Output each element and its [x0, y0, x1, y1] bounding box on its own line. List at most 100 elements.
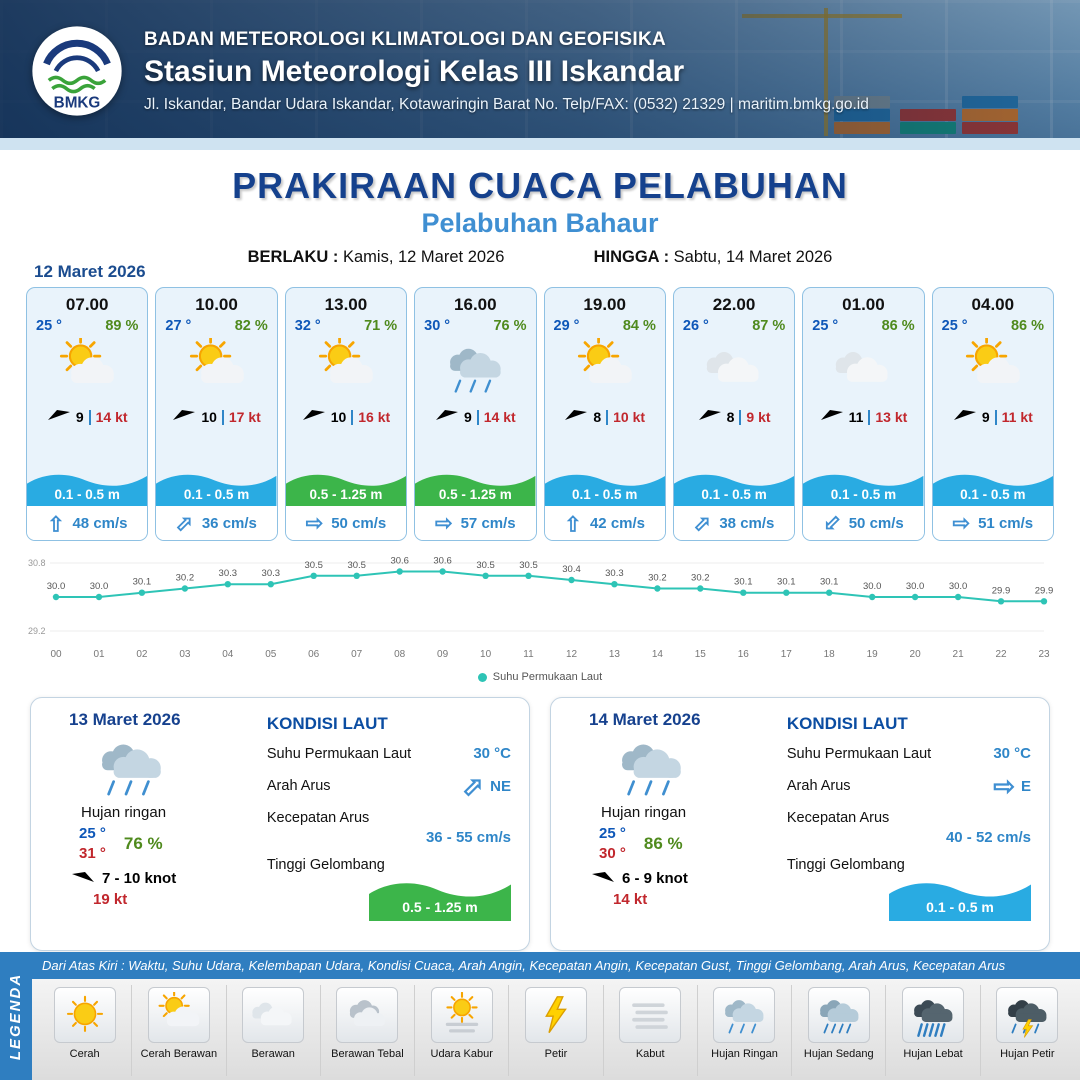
current-row: ⇨ 36 cm/s	[156, 506, 277, 540]
current-speed: 48 cm/s	[72, 514, 128, 532]
humidity-value: 82 %	[234, 318, 268, 334]
legend-band-label: LEGENDA	[7, 972, 25, 1060]
header: BMKG BADAN METEOROLOGI KLIMATOLOGI DAN G…	[0, 0, 1080, 150]
forecast-card: 13.00 32 ° 71 % 10 16 kt 0.5 - 1.25 m ⇨ …	[284, 287, 408, 541]
time-label: 22.00	[712, 295, 756, 314]
current-speed: 42 cm/s	[589, 514, 646, 532]
temp-value: 30 °	[424, 318, 451, 334]
legend-icon-hujan-petir	[996, 987, 1059, 1043]
current-row: ⇨ 38 cm/s	[673, 506, 795, 540]
hourly-forecast-row: 07.00 25 ° 89 % 9 14 kt 0.1 - 0.5 m ⇨ 48…	[0, 287, 1080, 541]
current-direction-icon: ⇨	[454, 767, 492, 805]
current-direction-label: Arah Arus	[786, 778, 851, 794]
current-speed-value: 40 - 52 cm/s	[945, 829, 1031, 846]
temp-max: 31 °	[79, 845, 106, 862]
svg-text:30.8: 30.8	[28, 558, 46, 568]
current-direction-icon: ⇨	[434, 511, 453, 535]
gust-speed: 14 kt	[95, 409, 128, 425]
svg-text:30.5: 30.5	[347, 560, 366, 571]
wave-height-band: 0.5 - 1.25 m	[415, 468, 536, 506]
wind-row: 9 14 kt	[27, 404, 147, 430]
humidity-value: 87 %	[752, 318, 786, 334]
svg-text:30.5: 30.5	[519, 560, 538, 571]
validity-line: BERLAKU : Kamis, 12 Maret 2026 HINGGA : …	[0, 248, 1080, 267]
svg-text:30.0: 30.0	[863, 581, 882, 592]
valid-to-value: Sabtu, 14 Maret 2026	[673, 248, 833, 266]
legend-item: Hujan Sedang	[792, 985, 887, 1076]
svg-text:30.6: 30.6	[433, 556, 452, 567]
current-direction-icon: ⇨	[817, 508, 847, 538]
current-row: ⇨ 57 cm/s	[415, 506, 536, 540]
logo-text: BMKG	[54, 94, 101, 111]
wind-speed: 8	[593, 409, 602, 425]
gust-speed: 9 kt	[746, 409, 771, 425]
wind-barb-icon	[302, 407, 326, 427]
legend-label: Hujan Ringan	[711, 1048, 778, 1060]
svg-text:30.5: 30.5	[476, 560, 495, 571]
temp-value: 25 °	[36, 318, 62, 334]
svg-text:30.6: 30.6	[390, 556, 409, 567]
legend-band: LEGENDA	[0, 952, 32, 1080]
legend-section: LEGENDA Dari Atas Kiri : Waktu, Suhu Uda…	[0, 952, 1080, 1080]
wind-row: 11 13 kt	[803, 404, 923, 430]
valid-from-value: Kamis, 12 Maret 2026	[342, 248, 505, 266]
wave-height-value: 0.5 - 1.25 m	[402, 899, 478, 915]
wind-row: 10 16 kt	[286, 404, 406, 430]
legend-item: Cerah	[38, 985, 133, 1076]
legend-icon-kabut	[619, 987, 682, 1043]
wind-barb-icon	[435, 407, 459, 427]
svg-text:30.3: 30.3	[605, 568, 624, 579]
wind-row: 7 - 10 knot	[71, 869, 257, 888]
forecast-card: 16.00 30 ° 76 % 9 14 kt 0.5 - 1.25 m ⇨ 5…	[414, 287, 537, 541]
wave-height-value: 0.1 - 0.5 m	[701, 487, 767, 502]
divider	[739, 409, 742, 425]
legend-item: Petir	[509, 985, 604, 1076]
humidity-value: 84 %	[622, 318, 656, 334]
wind-speed: 9	[463, 409, 472, 425]
wind-speed: 10	[330, 409, 347, 425]
legend-icon-berawan-tebal	[336, 987, 399, 1043]
legend-description: Dari Atas Kiri : Waktu, Suhu Udara, Kele…	[32, 952, 1080, 979]
svg-text:20: 20	[910, 649, 922, 660]
divider	[994, 409, 997, 425]
current-direction-icon: ⇨	[305, 511, 324, 535]
legend-icon-udara-kabur	[430, 987, 493, 1043]
legend-icon-cerah-berawan	[147, 987, 210, 1043]
divider	[606, 409, 609, 425]
legend-icon-cerah	[53, 987, 116, 1043]
svg-text:30.5: 30.5	[304, 560, 323, 571]
svg-text:10: 10	[480, 649, 492, 660]
wave-height-value: 0.1 - 0.5 m	[926, 899, 994, 915]
svg-text:22: 22	[995, 649, 1007, 660]
svg-text:08: 08	[394, 649, 406, 660]
weather-icon-hujan-ringan	[599, 732, 703, 804]
valid-from-label: BERLAKU :	[247, 248, 339, 266]
svg-text:30.3: 30.3	[262, 568, 281, 579]
sst-value: 30 °C	[473, 745, 511, 762]
legend-marker-icon	[477, 672, 487, 682]
svg-text:30.1: 30.1	[777, 577, 796, 588]
time-label: 19.00	[583, 295, 626, 314]
wind-barb-icon	[47, 407, 71, 427]
legend-item: Berawan	[227, 985, 321, 1076]
legend-item: Udara Kabur	[415, 985, 510, 1076]
wind-barb-icon	[820, 407, 844, 427]
current-speed-label: Kecepatan Arus	[266, 810, 370, 826]
current-speed-label: Kecepatan Arus	[786, 810, 890, 826]
wind-barb-icon	[172, 407, 196, 427]
current-direction-icon: ⇨	[952, 511, 971, 535]
current-direction-value: NE	[490, 777, 511, 795]
humidity-value: 71 %	[364, 318, 398, 334]
forecast-card: 19.00 29 ° 84 % 8 10 kt 0.1 - 0.5 m ⇨ 42…	[543, 287, 666, 541]
humidity-value: 86 %	[643, 833, 683, 853]
legend-label: Petir	[544, 1048, 568, 1060]
sea-conditions-title: KONDISI LAUT	[786, 714, 908, 733]
divider	[351, 409, 354, 425]
current-row: ⇨ 42 cm/s	[544, 506, 665, 540]
legend-label: Udara Kabur	[430, 1048, 493, 1060]
time-label: 16.00	[454, 295, 497, 314]
day-date: 13 Maret 2026	[69, 710, 181, 729]
daily-forecast-row: 13 Maret 2026 Hujan ringan 25 ° 31 ° 76 …	[0, 689, 1080, 951]
port-name: Pelabuhan Bahaur	[421, 208, 659, 238]
current-direction-icon: ⇨	[170, 508, 200, 538]
